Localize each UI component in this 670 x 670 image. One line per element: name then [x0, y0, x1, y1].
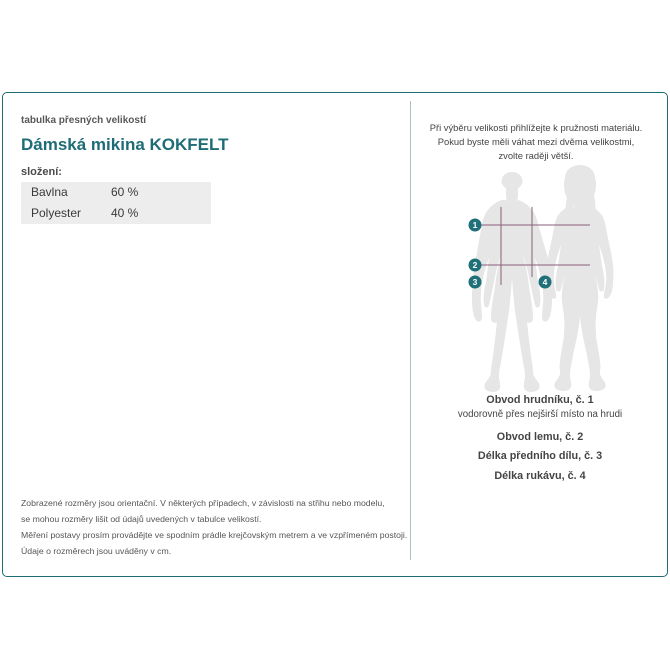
svg-text:4: 4 — [543, 277, 548, 287]
svg-text:1: 1 — [473, 220, 478, 230]
svg-text:3: 3 — [473, 277, 478, 287]
svg-text:2: 2 — [473, 260, 478, 270]
